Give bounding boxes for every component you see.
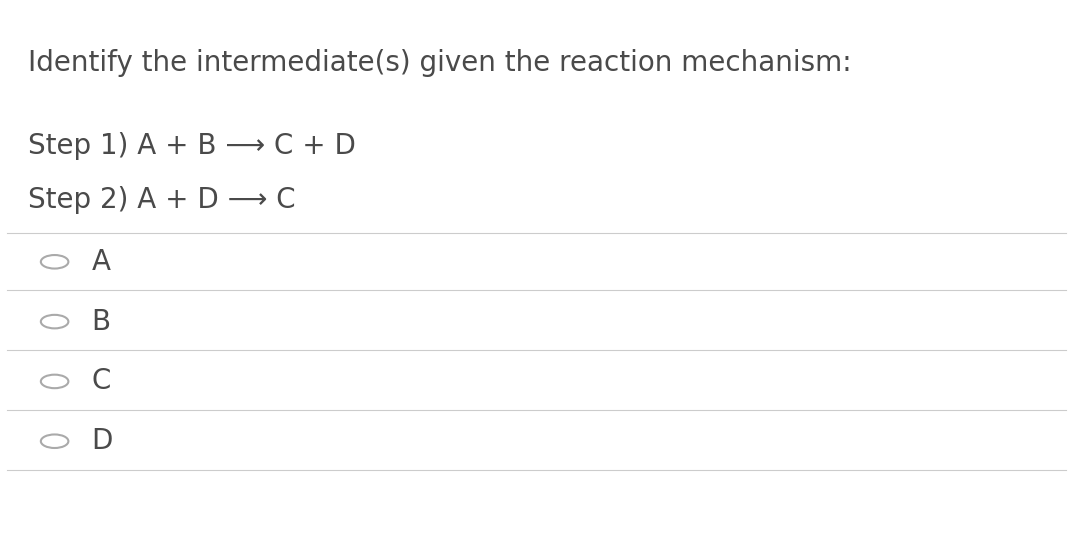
Text: C: C <box>92 367 111 395</box>
Text: D: D <box>92 427 113 456</box>
Text: Identify the intermediate(s) given the reaction mechanism:: Identify the intermediate(s) given the r… <box>28 49 852 76</box>
Text: B: B <box>92 308 111 335</box>
Text: Step 2) A + D ⟶ C: Step 2) A + D ⟶ C <box>28 186 295 214</box>
Text: A: A <box>92 248 111 276</box>
Text: Step 1) A + B ⟶ C + D: Step 1) A + B ⟶ C + D <box>28 132 356 160</box>
